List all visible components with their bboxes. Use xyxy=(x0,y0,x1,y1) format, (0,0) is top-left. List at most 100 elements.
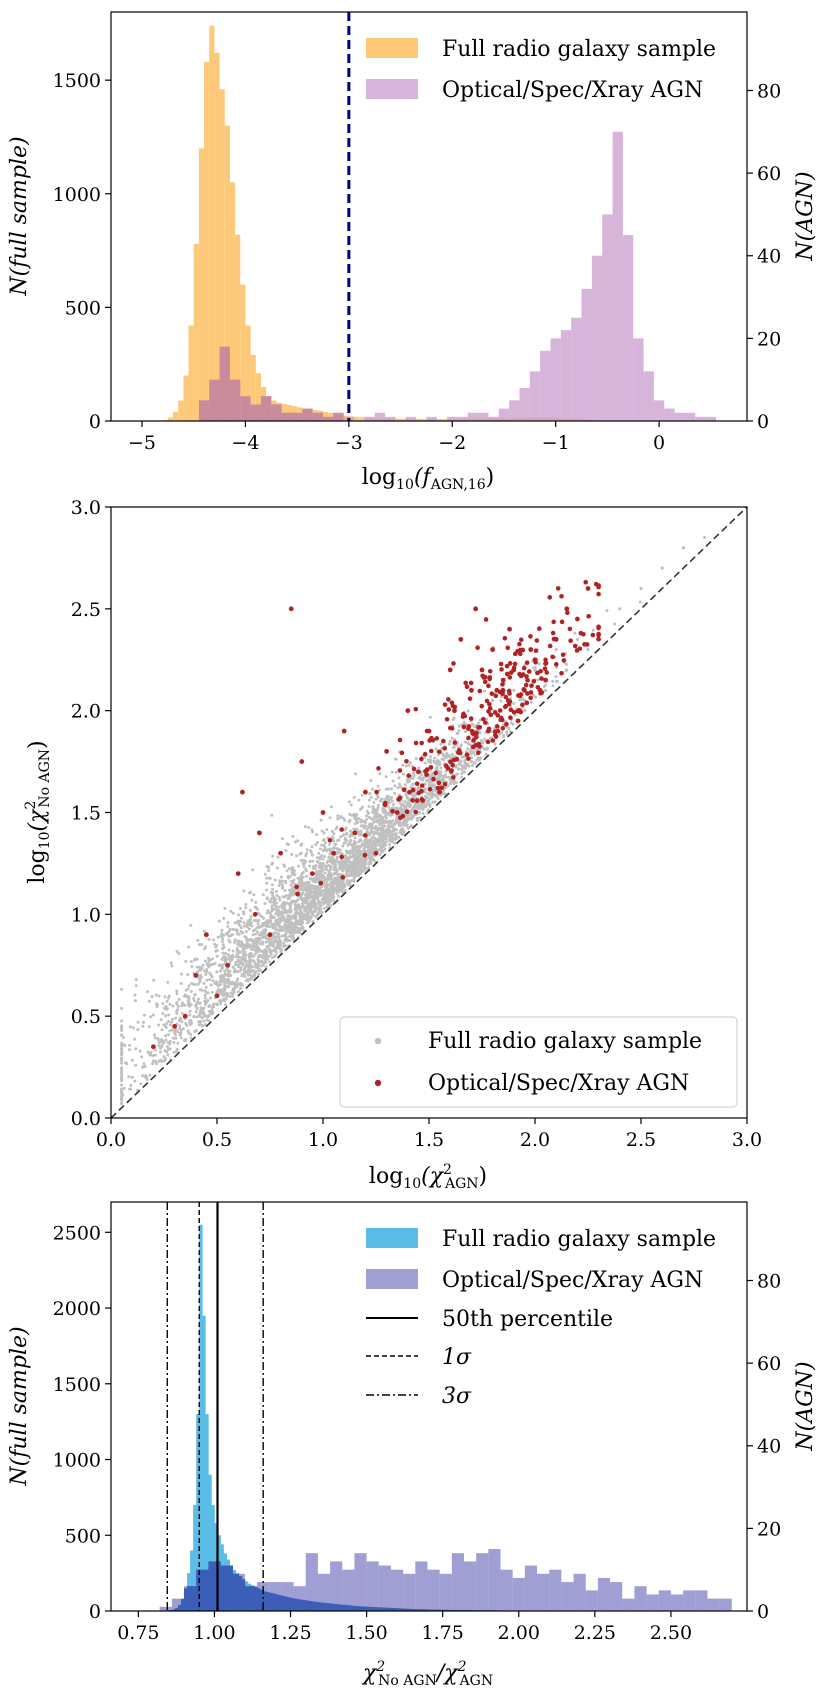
panel-1-right-y-label: N(AGN) xyxy=(793,171,818,261)
agn-bar xyxy=(415,1561,428,1611)
gray-point xyxy=(345,880,349,884)
overlap-bar xyxy=(260,396,272,421)
gray-point xyxy=(408,817,412,821)
gray-point xyxy=(160,1028,164,1032)
overlap-bar xyxy=(366,1606,370,1611)
gray-point xyxy=(381,824,385,828)
panel-2-one-to-one-line xyxy=(110,506,748,1119)
gray-point xyxy=(293,926,297,930)
gray-point xyxy=(296,876,300,880)
gray-point xyxy=(379,826,383,830)
gray-point xyxy=(282,863,286,867)
overlap-bar xyxy=(345,1605,349,1611)
gray-point xyxy=(407,798,411,802)
gray-point xyxy=(329,877,333,881)
red-point xyxy=(582,642,587,647)
gray-point xyxy=(485,747,489,751)
gray-point xyxy=(311,910,315,914)
gray-point xyxy=(151,1013,155,1017)
agn-bar xyxy=(250,404,261,421)
gray-point xyxy=(195,965,199,969)
full-sample-bar xyxy=(240,284,246,421)
gray-point xyxy=(188,1013,192,1017)
gray-point xyxy=(391,803,395,807)
red-point xyxy=(446,697,451,702)
gray-point xyxy=(355,845,359,849)
gray-point xyxy=(219,992,223,996)
gray-point xyxy=(337,894,341,898)
gray-point xyxy=(388,835,392,839)
gray-point xyxy=(427,783,431,787)
red-point xyxy=(525,677,530,683)
gray-point xyxy=(217,964,221,968)
gray-point xyxy=(399,805,403,809)
red-point xyxy=(399,750,405,756)
red-point xyxy=(341,728,347,734)
gray-point xyxy=(428,797,432,801)
gray-point xyxy=(238,987,242,991)
gray-point xyxy=(270,883,274,887)
gray-point xyxy=(429,761,433,765)
full-sample-bar xyxy=(441,418,448,421)
gray-point xyxy=(314,843,318,847)
gray-point xyxy=(311,913,315,917)
gray-point xyxy=(285,869,289,873)
overlap-bar xyxy=(229,379,241,421)
gray-point xyxy=(166,980,170,984)
overlap-bar xyxy=(287,1597,291,1611)
gray-point xyxy=(358,833,362,837)
gray-point xyxy=(189,960,193,964)
red-point xyxy=(398,815,403,820)
red-point xyxy=(172,1023,178,1029)
red-point xyxy=(363,789,368,795)
gray-point xyxy=(250,924,254,928)
full-sample-bar xyxy=(323,411,329,421)
full-sample-bar xyxy=(281,403,287,421)
gray-point xyxy=(264,961,268,965)
x-tick-label: 1.50 xyxy=(345,1622,387,1644)
gray-point xyxy=(249,947,253,951)
gray-point xyxy=(375,811,379,815)
gray-point xyxy=(338,867,342,871)
gray-point xyxy=(382,818,386,822)
gray-point xyxy=(357,798,361,802)
gray-point xyxy=(325,880,329,884)
gray-point xyxy=(378,817,382,821)
gray-point xyxy=(471,722,475,726)
red-point xyxy=(397,768,403,773)
gray-point xyxy=(142,1013,146,1017)
gray-point xyxy=(204,945,208,949)
full-sample-bar xyxy=(255,373,261,421)
gray-point xyxy=(346,883,350,887)
gray-point xyxy=(306,880,310,884)
gray-point xyxy=(378,841,382,845)
right-y-tick-label: 60 xyxy=(757,1353,781,1375)
gray-point xyxy=(196,997,200,1001)
red-point xyxy=(294,884,299,890)
gray-point xyxy=(436,777,440,781)
gray-point xyxy=(253,928,257,932)
gray-point xyxy=(252,960,256,964)
gray-point xyxy=(220,928,224,932)
overlap-bar xyxy=(271,404,282,421)
red-point xyxy=(596,636,601,642)
gray-point xyxy=(418,776,422,780)
gray-point xyxy=(352,879,356,883)
red-point xyxy=(446,707,452,712)
gray-point xyxy=(243,945,247,949)
red-point xyxy=(508,715,513,720)
gray-point xyxy=(187,995,191,999)
gray-point xyxy=(225,931,229,935)
gray-point xyxy=(236,941,240,945)
gray-point xyxy=(261,924,265,928)
gray-point xyxy=(180,1020,184,1024)
gray-point xyxy=(284,881,288,885)
gray-point xyxy=(429,780,433,784)
gray-point xyxy=(209,983,213,987)
red-point xyxy=(442,781,448,787)
gray-point xyxy=(235,979,239,983)
gray-point xyxy=(210,1012,214,1016)
agn-bar xyxy=(209,379,220,421)
agn-bar xyxy=(198,400,210,421)
red-point xyxy=(449,769,454,774)
